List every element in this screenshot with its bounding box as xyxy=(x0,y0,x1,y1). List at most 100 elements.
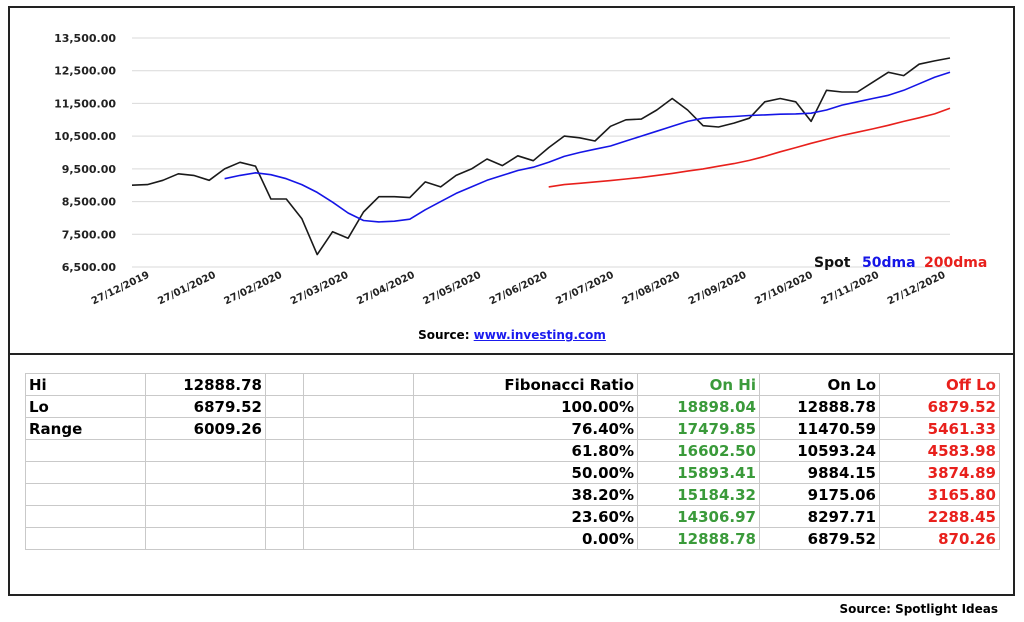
summary-value xyxy=(145,527,266,550)
summary-label xyxy=(25,505,146,528)
series-line-spot xyxy=(131,57,951,256)
y-tick-label: 11,500.00 xyxy=(54,97,116,110)
x-tick-label: 27/03/2020 xyxy=(289,270,350,308)
empty-cell xyxy=(265,395,304,418)
off-lo-cell: 3874.89 xyxy=(879,461,1000,484)
x-tick-label: 27/07/2020 xyxy=(554,270,615,308)
table-row: 50.00% 15893.41 9884.15 3874.89 xyxy=(25,461,1000,484)
gridlines xyxy=(132,37,950,268)
header-off-lo: Off Lo xyxy=(879,373,1000,396)
x-tick-label: 27/04/2020 xyxy=(355,270,416,308)
summary-value xyxy=(145,505,266,528)
x-tick-label: 27/12/2019 xyxy=(90,270,151,308)
chart-legend: Spot 50dma 200dma xyxy=(814,255,987,271)
empty-cell xyxy=(303,505,414,528)
empty-cell xyxy=(303,483,414,506)
y-tick-label: 6,500.00 xyxy=(62,261,117,274)
on-lo-cell: 9884.15 xyxy=(759,461,880,484)
chart-source-label: Source: xyxy=(418,328,474,342)
summary-label xyxy=(25,527,146,550)
off-lo-cell: 3165.80 xyxy=(879,483,1000,506)
empty-cell xyxy=(265,439,304,462)
empty-cell xyxy=(265,373,304,396)
table-row: 38.20% 15184.32 9175.06 3165.80 xyxy=(25,483,1000,506)
table-row: 23.60% 14306.97 8297.71 2288.45 xyxy=(25,505,1000,528)
on-lo-cell: 11470.59 xyxy=(759,417,880,440)
series-lines xyxy=(131,57,951,256)
summary-label xyxy=(25,461,146,484)
empty-cell xyxy=(265,527,304,550)
empty-cell xyxy=(303,395,414,418)
y-tick-label: 7,500.00 xyxy=(62,228,117,241)
on-hi-cell: 18898.04 xyxy=(637,395,760,418)
y-tick-label: 13,500.00 xyxy=(54,32,116,45)
on-lo-cell: 12888.78 xyxy=(759,395,880,418)
figure-frame xyxy=(8,6,1015,596)
empty-cell xyxy=(303,527,414,550)
series-line-200dma xyxy=(548,107,951,188)
ratio-cell: 100.00% xyxy=(413,395,638,418)
table-row: Range 6009.26 76.40% 17479.85 11470.59 5461.3… xyxy=(25,417,1000,440)
ratio-cell: 61.80% xyxy=(413,439,638,462)
summary-value xyxy=(145,439,266,462)
investing-link[interactable]: www.investing.com xyxy=(473,328,606,342)
legend-spot: Spot xyxy=(814,255,851,271)
fibonacci-table: Hi 12888.78 Fibonacci Ratio On Hi On Lo Off L… xyxy=(25,373,1000,550)
summary-label: Lo xyxy=(25,395,146,418)
off-lo-cell: 870.26 xyxy=(879,527,1000,550)
line-chart: 13,500.00 12,500.00 11,500.00 10,500.00 9,50… xyxy=(54,32,987,308)
section-divider xyxy=(8,353,1015,355)
ratio-cell: 0.00% xyxy=(413,527,638,550)
empty-cell xyxy=(303,417,414,440)
x-tick-label: 27/06/2020 xyxy=(488,270,549,308)
ratio-cell: 50.00% xyxy=(413,461,638,484)
summary-label: Range xyxy=(25,417,146,440)
table-row: 61.80% 16602.50 10593.24 4583.98 xyxy=(25,439,1000,462)
header-on-hi: On Hi xyxy=(637,373,760,396)
summary-label: Hi xyxy=(25,373,146,396)
y-tick-label: 12,500.00 xyxy=(54,65,116,78)
empty-cell xyxy=(265,417,304,440)
x-tick-label: 27/09/2020 xyxy=(687,270,748,308)
on-hi-cell: 16602.50 xyxy=(637,439,760,462)
empty-cell xyxy=(265,461,304,484)
off-lo-cell: 5461.33 xyxy=(879,417,1000,440)
summary-value xyxy=(145,483,266,506)
legend-50dma: 50dma xyxy=(862,255,916,271)
off-lo-cell: 4583.98 xyxy=(879,439,1000,462)
table-row: 0.00% 12888.78 6879.52 870.26 xyxy=(25,527,1000,550)
x-tick-label: 27/08/2020 xyxy=(621,270,682,308)
table-row: Lo 6879.52 100.00% 18898.04 12888.78 6879.52 xyxy=(25,395,1000,418)
empty-cell xyxy=(265,483,304,506)
chart-source: Source: www.investing.com xyxy=(0,328,1024,342)
table-header-row: Hi 12888.78 Fibonacci Ratio On Hi On Lo Off L… xyxy=(25,373,1000,396)
x-tick-label: 27/10/2020 xyxy=(753,270,814,308)
summary-value: 6879.52 xyxy=(145,395,266,418)
x-tick-label: 27/11/2020 xyxy=(820,270,881,308)
summary-label xyxy=(25,483,146,506)
y-tick-label: 8,500.00 xyxy=(62,196,117,209)
on-hi-cell: 15184.32 xyxy=(637,483,760,506)
series-line-50dma xyxy=(224,71,951,223)
summary-value xyxy=(145,461,266,484)
empty-cell xyxy=(265,505,304,528)
on-hi-cell: 15893.41 xyxy=(637,461,760,484)
y-tick-label: 9,500.00 xyxy=(62,163,117,176)
on-lo-cell: 8297.71 xyxy=(759,505,880,528)
x-tick-label: 27/01/2020 xyxy=(156,270,217,308)
x-tick-label: 27/05/2020 xyxy=(422,270,483,308)
summary-value: 12888.78 xyxy=(145,373,266,396)
summary-label xyxy=(25,439,146,462)
empty-cell xyxy=(303,461,414,484)
off-lo-cell: 6879.52 xyxy=(879,395,1000,418)
x-tick-label: 27/02/2020 xyxy=(223,270,284,308)
header-ratio: Fibonacci Ratio xyxy=(413,373,638,396)
on-lo-cell: 6879.52 xyxy=(759,527,880,550)
empty-cell xyxy=(303,373,414,396)
summary-value: 6009.26 xyxy=(145,417,266,440)
ratio-cell: 76.40% xyxy=(413,417,638,440)
on-hi-cell: 12888.78 xyxy=(637,527,760,550)
x-tick-label: 27/12/2020 xyxy=(886,270,947,308)
footer-source: Source: Spotlight Ideas xyxy=(839,602,999,616)
legend-200dma: 200dma xyxy=(924,255,987,271)
